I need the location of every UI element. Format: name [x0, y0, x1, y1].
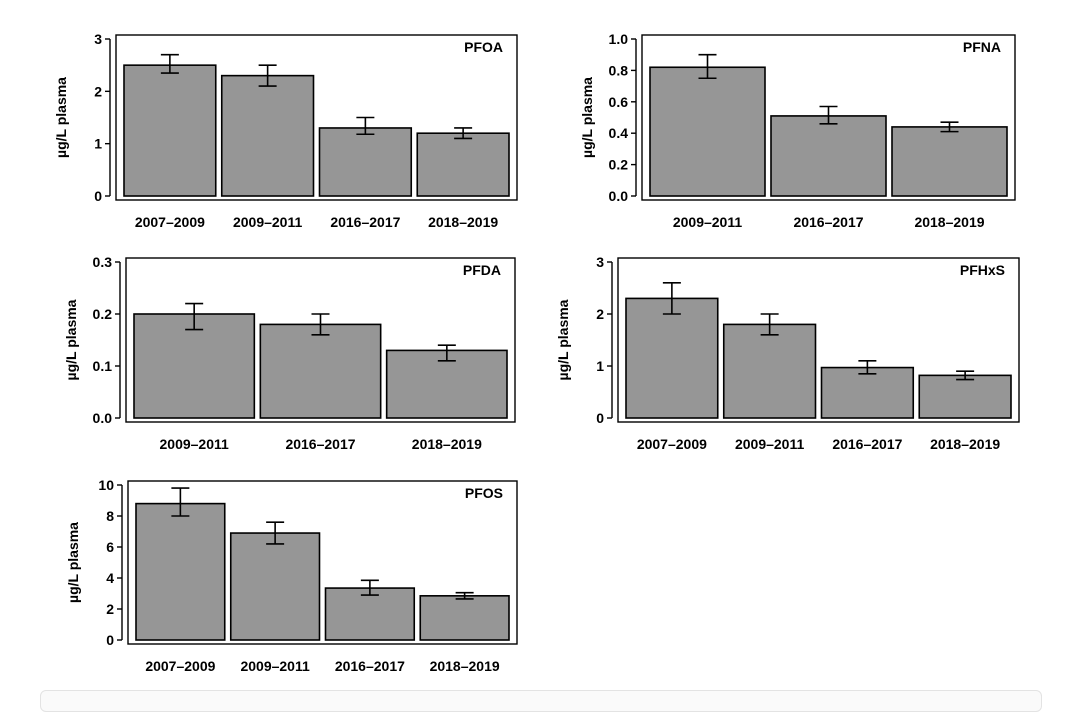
panel-pfna: 0.0 0.2 0.4 0.6 0.8 1.0 µg/L plasma PFNA 2009–20…	[579, 31, 1016, 230]
x-tick-label: 2009–2011	[673, 214, 743, 230]
y-tick-label: 0	[106, 632, 114, 648]
y-tick-label: 0	[596, 410, 604, 426]
y-tick-label: 6	[106, 539, 114, 555]
y-tick-label: 2	[596, 306, 604, 322]
bar	[918, 374, 1012, 419]
x-tick-label: 2018–2019	[914, 214, 984, 230]
x-tick-label: 2018–2019	[412, 436, 482, 452]
bar	[318, 127, 413, 197]
bar	[770, 115, 887, 197]
x-tick-label: 2016–2017	[335, 658, 405, 674]
error-bar	[819, 105, 838, 125]
y-tick-label: 3	[94, 31, 102, 47]
x-tick-label: 2016–2017	[832, 436, 902, 452]
bar	[123, 64, 217, 197]
x-tick-label: 2009–2011	[160, 436, 230, 452]
y-tick-label: 1	[94, 136, 102, 152]
panel-title: PFDA	[463, 262, 501, 278]
y-tick-label: 4	[106, 570, 114, 586]
y-tick-label: 8	[106, 508, 114, 524]
bar	[416, 132, 510, 197]
x-tick-label: 2018–2019	[930, 436, 1000, 452]
y-tick-label: 10	[98, 477, 114, 493]
error-bar	[258, 64, 277, 87]
plot-frame	[127, 480, 518, 645]
y-tick-label: 0.0	[609, 188, 629, 204]
panel-title: PFNA	[963, 39, 1001, 55]
x-tick-label: 2016–2017	[285, 436, 355, 452]
error-bar	[940, 121, 959, 133]
error-bar	[858, 359, 877, 375]
error-bar	[171, 487, 190, 517]
error-bar	[662, 281, 681, 315]
bar	[419, 595, 510, 641]
panel-title: PFOS	[465, 485, 503, 501]
y-tick-label: 0.2	[93, 306, 113, 322]
bar	[220, 74, 315, 197]
y-tick-label: 0	[94, 188, 102, 204]
x-tick-label: 2007–2009	[637, 436, 707, 452]
panel-pfda: 0.0 0.1 0.2 0.3 µg/L plasma PFDA 2009–2011 2016…	[63, 254, 516, 452]
y-tick-label: 0.2	[609, 157, 629, 173]
y-tick-label: 0.1	[93, 358, 113, 374]
bar	[722, 323, 817, 419]
bar	[820, 366, 915, 419]
y-axis-title: µg/L plasma	[65, 522, 81, 603]
x-tick-label: 2007–2009	[145, 658, 215, 674]
bar	[625, 297, 719, 419]
error-bar	[266, 521, 285, 545]
y-axis-title: µg/L plasma	[63, 299, 79, 380]
error-bar	[360, 579, 379, 596]
plot-frame	[125, 257, 516, 423]
x-tick-label: 2018–2019	[430, 658, 500, 674]
error-bar	[356, 116, 375, 136]
bar	[259, 323, 382, 419]
bar	[324, 587, 416, 641]
y-tick-label: 2	[106, 601, 114, 617]
caption-strip	[40, 690, 1042, 712]
error-bar	[185, 302, 204, 331]
plot-frame	[641, 34, 1016, 201]
plot-frame	[115, 34, 518, 201]
x-tick-label: 2018–2019	[428, 214, 498, 230]
error-bar	[160, 53, 179, 74]
bar	[229, 532, 321, 641]
y-axis-title: µg/L plasma	[555, 299, 571, 380]
error-bar	[698, 53, 717, 80]
y-tick-label: 2	[94, 83, 102, 99]
panel-pfos: 0 2 4 6 8 10 µg/L plasma PFOS 2007–2009 2009–2011…	[65, 477, 518, 674]
plot-frame	[617, 257, 1020, 423]
bar	[891, 126, 1008, 197]
y-tick-label: 1.0	[609, 31, 629, 47]
panel-title: PFOA	[464, 39, 503, 55]
y-tick-label: 0.4	[609, 125, 629, 141]
error-bar	[455, 591, 474, 600]
x-tick-label: 2009–2011	[233, 214, 303, 230]
error-bar	[454, 127, 473, 140]
y-axis-title: µg/L plasma	[579, 77, 595, 158]
y-tick-label: 0.8	[609, 62, 629, 78]
bar	[649, 66, 766, 197]
bar	[135, 502, 226, 641]
panel-pfoa: 0 1 2 3 µg/L plasma PFOA 2007–2009 2009–2011 201…	[53, 31, 518, 230]
y-tick-label: 0.3	[93, 254, 113, 270]
x-tick-label: 2016–2017	[793, 214, 863, 230]
x-tick-label: 2007–2009	[135, 214, 205, 230]
x-tick-label: 2009–2011	[240, 658, 310, 674]
x-tick-label: 2016–2017	[330, 214, 400, 230]
error-bar	[760, 313, 779, 336]
y-tick-label: 3	[596, 254, 604, 270]
x-tick-label: 2009–2011	[735, 436, 805, 452]
y-tick-label: 0.0	[93, 410, 113, 426]
y-axis-title: µg/L plasma	[53, 77, 69, 158]
error-bar	[956, 370, 975, 381]
panel-pfhxs: 0 1 2 3 µg/L plasma PFHxS 2007–2009 2009–2011 20…	[555, 254, 1020, 452]
error-bar	[311, 313, 330, 336]
y-tick-label: 0.6	[609, 94, 629, 110]
panel-title: PFHxS	[960, 262, 1005, 278]
error-bar	[437, 344, 456, 362]
y-tick-label: 1	[596, 358, 604, 374]
